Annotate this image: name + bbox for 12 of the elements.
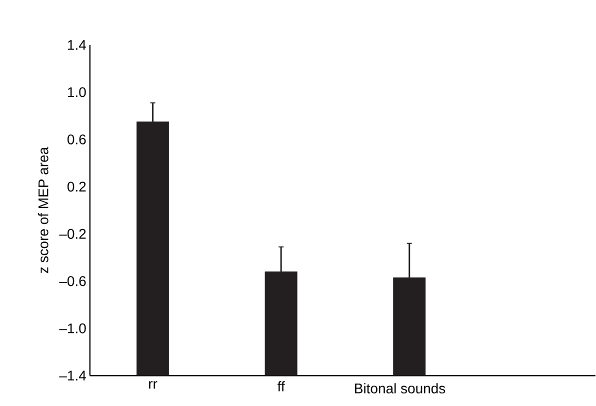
x-tick-label: ff [278,381,285,392]
y-tick-label: 1.0 [68,87,86,98]
y-tick-label: –0.6 [59,276,86,286]
x-tick-label: rr [149,381,158,389]
x-axis-title: Bitonal sounds [355,383,446,394]
y-tick-label: 1.4 [68,40,86,50]
y-tick-label: –1.4 [59,371,86,381]
y-tick-label: –1.0 [59,324,86,334]
y-tick-label: 0.6 [67,134,86,145]
y-tick-label: –0.2 [59,229,86,240]
y-axis-title: z score of MEP area [38,147,48,274]
y-tick-label: 0.2 [67,182,86,192]
